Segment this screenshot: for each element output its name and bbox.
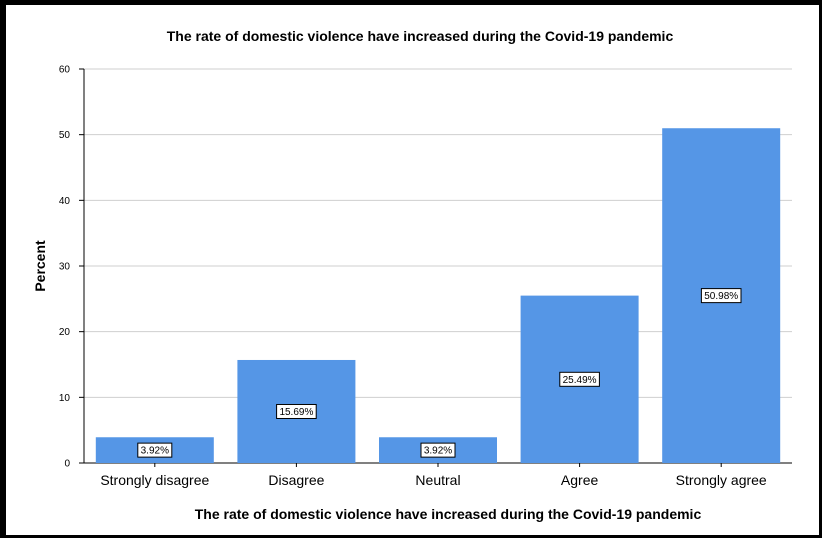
x-axis-label: The rate of domestic violence have incre… [195, 506, 702, 522]
y-tick-label: 40 [59, 196, 71, 207]
y-axis-label: Percent [32, 240, 48, 292]
y-tick-label: 20 [59, 327, 71, 338]
x-tick-label: Neutral [415, 472, 460, 488]
data-label: 50.98% [704, 291, 738, 302]
x-tick-label: Agree [561, 472, 599, 488]
y-tick-label: 50 [59, 130, 71, 141]
y-tick-label: 60 [59, 65, 71, 76]
x-tick-label: Strongly disagree [100, 472, 209, 488]
data-label: 3.92% [141, 446, 169, 457]
y-tick-label: 0 [64, 459, 70, 470]
y-axis-ticks: 0 10 20 30 40 50 60 [59, 65, 84, 470]
x-tick-label: Strongly agree [676, 472, 767, 488]
x-axis-ticks: Strongly disagree Disagree Neutral Agree Str… [100, 463, 767, 488]
y-tick-label: 10 [59, 393, 71, 404]
data-label-box [420, 442, 456, 458]
chart-title: The rate of domestic violence have incre… [167, 28, 674, 44]
bars: 3.92% 15.69% 3.92% 25.49% 50.98% [95, 128, 781, 464]
data-label: 3.92% [424, 446, 452, 457]
x-tick-label: Disagree [268, 472, 324, 488]
y-tick-label: 30 [59, 262, 71, 273]
data-label-box [137, 442, 173, 458]
data-label-box [559, 371, 600, 387]
data-label-box [276, 403, 317, 419]
data-label: 15.69% [279, 407, 313, 418]
data-label-box [700, 288, 742, 304]
data-label: 25.49% [563, 375, 597, 386]
